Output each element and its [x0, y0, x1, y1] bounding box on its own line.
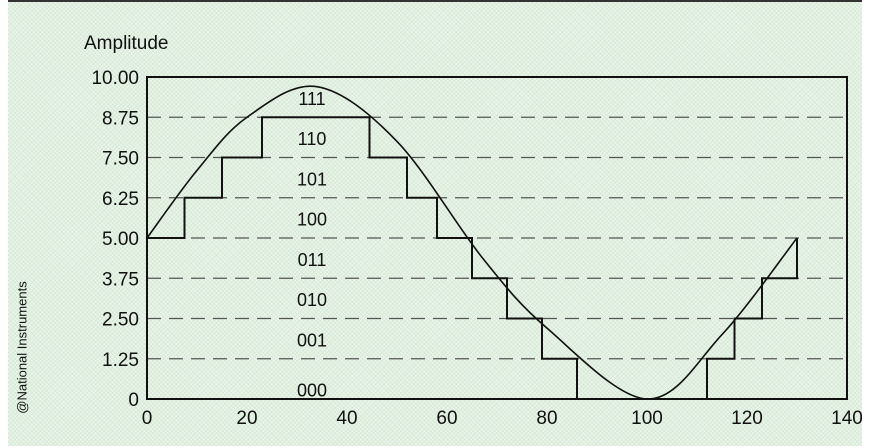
x-tick-label: 0 — [142, 408, 153, 429]
code-label: 010 — [297, 290, 327, 310]
series-layer — [146, 85, 798, 400]
x-tick-label: 120 — [731, 408, 763, 429]
y-tick-labels: 0 1.25 2.50 3.75 5.00 6.25 7.50 8.75 10.00 — [91, 68, 139, 411]
quantization-chart: 111 110 101 100 011 010 001 000 0 1.25 2.50 3.75 5.… — [84, 33, 862, 429]
chart-panel: 111 110 101 100 011 010 001 000 0 1.25 2.50 3.75 5.… — [8, 0, 862, 446]
analog-signal-line — [146, 85, 798, 400]
y-tick-label: 8.75 — [102, 108, 139, 129]
code-label: 110 — [298, 129, 327, 149]
x-tick-label: 80 — [536, 408, 557, 429]
code-label: 101 — [297, 169, 327, 189]
plot-frame — [146, 76, 848, 400]
y-tick-label: 10.00 — [91, 68, 139, 89]
x-tick-label: 20 — [236, 408, 257, 429]
gridlines — [147, 116, 847, 360]
y-tick-label: 5.00 — [102, 229, 139, 250]
y-tick-label: 2.50 — [102, 310, 139, 331]
y-tick-label: 6.25 — [102, 189, 139, 210]
x-tick-label: 60 — [436, 408, 457, 429]
code-label: 000 — [297, 380, 327, 400]
x-tick-label: 40 — [336, 408, 357, 429]
y-axis-title: Amplitude — [84, 33, 169, 54]
binary-code-labels: 111 110 101 100 011 010 001 000 — [297, 89, 327, 400]
y-tick-label: 3.75 — [102, 269, 139, 290]
code-label: 001 — [297, 330, 327, 350]
code-label: 100 — [297, 210, 327, 230]
x-tick-label: 100 — [631, 408, 663, 429]
y-tick-label: 0 — [128, 390, 139, 411]
x-tick-labels: 0 20 40 60 80 100 120 140 — [142, 408, 862, 429]
quantized-signal-line — [147, 116, 798, 400]
credit-text: @National Instruments — [14, 281, 30, 414]
y-tick-label: 1.25 — [102, 350, 139, 371]
x-tick-label: 140 — [831, 408, 862, 429]
code-label: 011 — [298, 250, 327, 270]
code-label: 111 — [298, 89, 325, 109]
y-tick-label: 7.50 — [102, 149, 139, 170]
